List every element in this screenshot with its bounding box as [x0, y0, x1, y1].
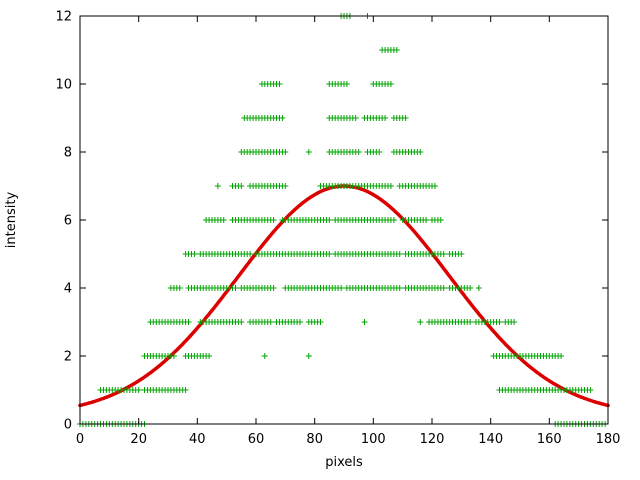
y-tick-label: 6	[64, 214, 72, 229]
x-tick-label: 40	[189, 432, 206, 447]
x-tick-label: 100	[361, 432, 386, 447]
x-axis-title: pixels	[325, 455, 363, 470]
y-tick-label: 10	[55, 78, 72, 93]
x-tick-label: 180	[596, 432, 621, 447]
x-tick-label: 60	[248, 432, 265, 447]
plot-border	[79, 15, 609, 425]
x-tick-label: 140	[478, 432, 503, 447]
x-tick-label: 80	[306, 432, 323, 447]
y-tick-labels: 0 2 4 6 8 10 12	[55, 10, 72, 433]
x-tick-label: 20	[130, 432, 147, 447]
y-tick-label: 2	[64, 350, 72, 365]
y-tick-label: 8	[64, 146, 72, 161]
x-tick-label: 0	[76, 432, 84, 447]
x-tick-labels: 0 20 40 60 80 100 120 140 160 180	[76, 432, 621, 447]
y-tick-label: 4	[64, 282, 72, 297]
x-tick-label: 120	[420, 432, 445, 447]
y-tick-label: 0	[64, 418, 72, 433]
y-tick-label: 12	[55, 10, 72, 25]
x-tick-label: 160	[537, 432, 562, 447]
y-axis-title: intensity	[4, 192, 19, 249]
